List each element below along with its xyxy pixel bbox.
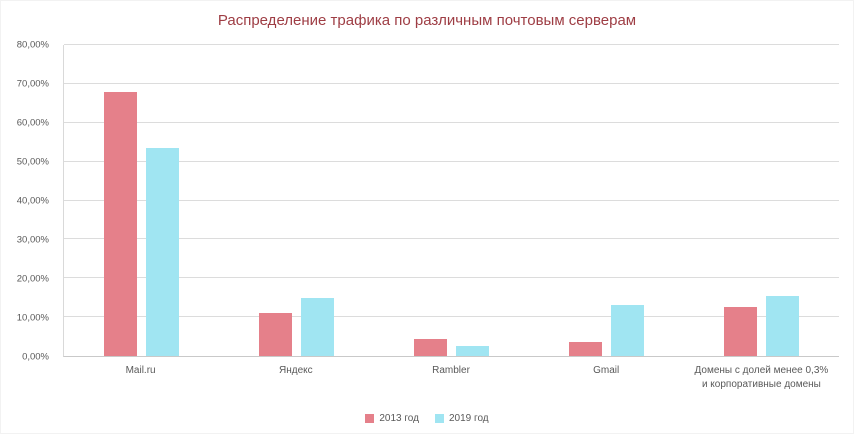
y-tick-label: 0,00%	[22, 351, 49, 363]
legend-label: 2013 год	[379, 413, 419, 424]
bar-series1-cat2	[259, 313, 292, 356]
bar-series2-cat3	[456, 346, 489, 356]
gridline	[64, 82, 839, 84]
gridline	[64, 160, 839, 162]
bar-series1-cat3	[414, 339, 447, 356]
y-axis: 0,00% 10,00% 20,00% 30,00% 40,00% 50,00% 60,00…	[1, 40, 57, 363]
x-category-label: Mail.ru	[125, 365, 156, 376]
bar-group	[64, 45, 219, 356]
chart-title: Распределение трафика по различным почто…	[217, 12, 637, 29]
bar-group	[684, 45, 839, 356]
bar-series1-cat5	[724, 307, 757, 356]
legend-label: 2019 год	[449, 413, 489, 424]
gridline	[64, 199, 839, 201]
y-tick-label: 40,00%	[16, 195, 49, 207]
x-category-label: Rambler	[432, 365, 470, 376]
legend-swatch-icon	[435, 414, 444, 423]
legend-swatch-icon	[365, 414, 375, 423]
y-tick-label: 60,00%	[16, 117, 49, 129]
legend-item: 2013 год	[365, 413, 419, 424]
y-tick-label: 10,00%	[16, 312, 49, 324]
bar-group	[219, 45, 374, 356]
bar-group	[529, 45, 684, 356]
y-tick-label: 20,00%	[16, 273, 49, 285]
gridline	[64, 44, 839, 45]
bar-series2-cat5	[766, 295, 799, 356]
y-tick-label: 70,00%	[16, 78, 49, 90]
x-category-label: Яндекс	[278, 365, 313, 376]
bar-series2-cat1	[146, 148, 179, 356]
y-tick-label: 80,00%	[16, 39, 49, 51]
y-tick-label: 30,00%	[16, 234, 49, 246]
gridline	[64, 121, 839, 123]
x-category-label: Домены с долей менее 0,3% и корпоративны…	[694, 365, 829, 390]
legend-item: 2019 год	[435, 413, 489, 424]
bar-series2-cat4	[611, 305, 644, 356]
gridline	[64, 277, 839, 279]
bar-series2-cat2	[301, 297, 334, 356]
bar-groups	[64, 45, 839, 356]
gridline	[64, 238, 839, 240]
y-tick-label: 50,00%	[16, 156, 49, 168]
bar-series1-cat4	[569, 342, 602, 356]
bar-series1-cat1	[104, 91, 137, 356]
x-axis-labels: Mail.ru Яндекс Rambler Gmail Домены с долей …	[63, 364, 839, 392]
bar-group	[374, 45, 529, 356]
legend: 2013 год 2019 год	[1, 413, 853, 424]
x-category-label: Gmail	[593, 365, 620, 376]
plot-area	[63, 44, 839, 357]
gridline	[64, 316, 839, 318]
